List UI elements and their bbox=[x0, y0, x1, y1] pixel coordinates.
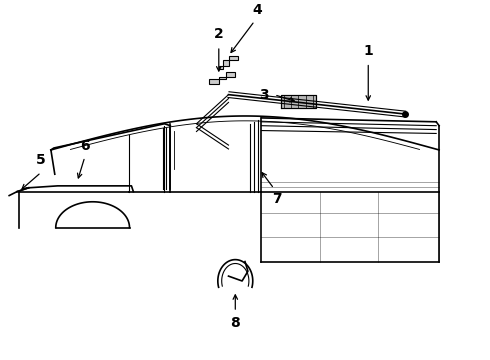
Text: 5: 5 bbox=[36, 153, 46, 167]
Text: 7: 7 bbox=[272, 192, 282, 206]
PathPatch shape bbox=[219, 56, 238, 69]
Text: 1: 1 bbox=[364, 44, 373, 58]
Text: 3: 3 bbox=[260, 87, 269, 102]
PathPatch shape bbox=[209, 72, 235, 84]
Text: 2: 2 bbox=[214, 27, 223, 41]
Polygon shape bbox=[281, 95, 316, 108]
Text: 6: 6 bbox=[80, 139, 90, 153]
Text: 4: 4 bbox=[253, 3, 263, 17]
Text: 8: 8 bbox=[230, 316, 240, 330]
